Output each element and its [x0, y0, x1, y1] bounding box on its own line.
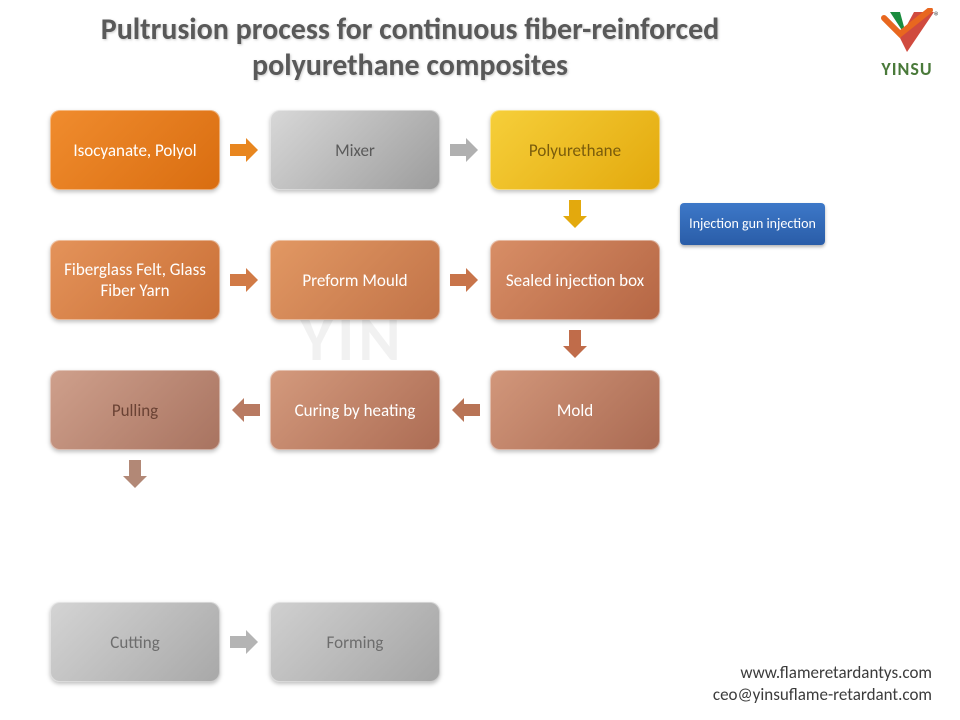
- brand-logo: ® YINSU: [872, 8, 942, 80]
- arrow-right-icon: [228, 626, 260, 658]
- arrow-down-icon: [559, 328, 591, 360]
- footer-url: www.flameretardantys.com: [713, 662, 932, 684]
- arrow-left-icon: [450, 394, 482, 426]
- arrow-right-icon: [448, 264, 480, 296]
- title-line-2: polyurethane composites: [252, 47, 568, 84]
- arrow-left-icon: [230, 394, 262, 426]
- process-box-pulling: Pulling: [50, 370, 220, 450]
- process-box-forming: Forming: [270, 602, 440, 682]
- footer: www.flameretardantys.com ceo@yinsuflame-…: [713, 662, 932, 706]
- process-box-preform: Preform Mould: [270, 240, 440, 320]
- page-title: Pultrusion process for continuous fiber-…: [0, 0, 820, 84]
- process-box-mold: Mold: [490, 370, 660, 450]
- arrow-right-icon: [228, 264, 260, 296]
- process-box-mixer: Mixer: [270, 110, 440, 190]
- arrow-right-icon: [228, 134, 260, 166]
- arrow-down-icon: [559, 198, 591, 230]
- arrow-right-icon: [448, 134, 480, 166]
- arrow-down-icon: [119, 458, 151, 490]
- process-box-curing: Curing by heating: [270, 370, 440, 450]
- process-box-isocyanate: Isocyanate, Polyol: [50, 110, 220, 190]
- process-box-sealed: Sealed injection box: [490, 240, 660, 320]
- process-box-polyurethane: Polyurethane: [490, 110, 660, 190]
- logo-mark-icon: ®: [872, 8, 942, 58]
- registered-mark: ®: [934, 10, 940, 24]
- process-box-cutting: Cutting: [50, 602, 220, 682]
- footer-email: ceo@yinsuflame-retardant.com: [713, 684, 932, 706]
- process-box-fiberglass: Fiberglass Felt, Glass Fiber Yarn: [50, 240, 220, 320]
- logo-text: YINSU: [872, 58, 942, 80]
- title-line-1: Pultrusion process for continuous fiber-…: [101, 11, 720, 48]
- injection-gun-label: Injection gun injection: [680, 203, 825, 245]
